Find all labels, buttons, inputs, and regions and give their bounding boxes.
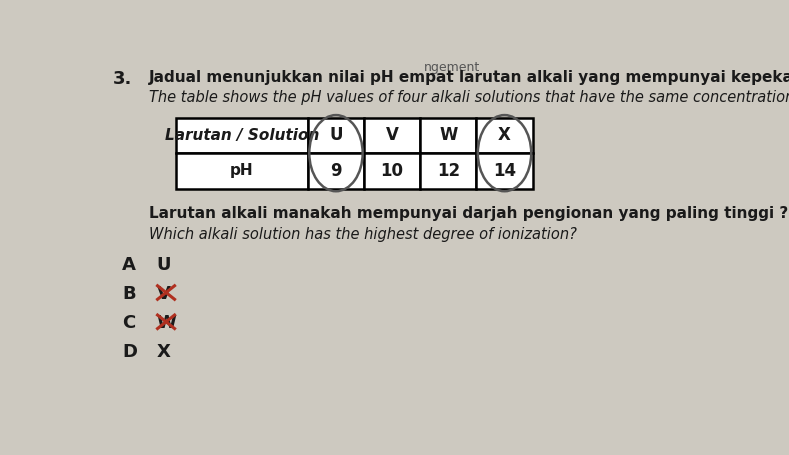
Bar: [421, 118, 477, 153]
Text: Which alkali solution has the highest degree of ionization?: Which alkali solution has the highest de…: [149, 227, 577, 242]
Text: Larutan alkali manakah mempunyai darjah pengionan yang paling tinggi ?: Larutan alkali manakah mempunyai darjah …: [149, 206, 788, 221]
Text: Jadual menunjukkan nilai pH empat larutan alkali yang mempunyai kepekatan yang s: Jadual menunjukkan nilai pH empat laruta…: [149, 70, 789, 85]
Text: ngement: ngement: [424, 61, 481, 74]
Text: D: D: [122, 344, 136, 361]
Text: U: U: [329, 126, 342, 144]
Text: 9: 9: [330, 162, 342, 180]
Text: 3.: 3.: [113, 70, 132, 88]
Bar: [176, 118, 308, 153]
Text: C: C: [122, 314, 135, 332]
Text: W: W: [439, 126, 458, 144]
Bar: [364, 153, 421, 188]
Text: 12: 12: [437, 162, 460, 180]
Bar: [308, 153, 364, 188]
Bar: [477, 153, 533, 188]
Text: The table shows the pH values of four alkali solutions that have the same concen: The table shows the pH values of four al…: [149, 90, 789, 105]
Bar: [176, 153, 308, 188]
Bar: [477, 118, 533, 153]
Bar: [364, 118, 421, 153]
Text: V: V: [157, 285, 170, 303]
Text: 14: 14: [493, 162, 516, 180]
Bar: [421, 153, 477, 188]
Text: U: U: [157, 256, 171, 273]
Text: B: B: [122, 285, 136, 303]
Text: A: A: [122, 256, 136, 273]
Text: X: X: [498, 126, 511, 144]
Text: 10: 10: [380, 162, 404, 180]
Text: Larutan / Solution: Larutan / Solution: [165, 128, 320, 143]
Text: X: X: [157, 344, 170, 361]
Text: V: V: [386, 126, 398, 144]
Bar: [308, 118, 364, 153]
Text: pH: pH: [230, 163, 254, 178]
Text: W: W: [157, 314, 177, 332]
